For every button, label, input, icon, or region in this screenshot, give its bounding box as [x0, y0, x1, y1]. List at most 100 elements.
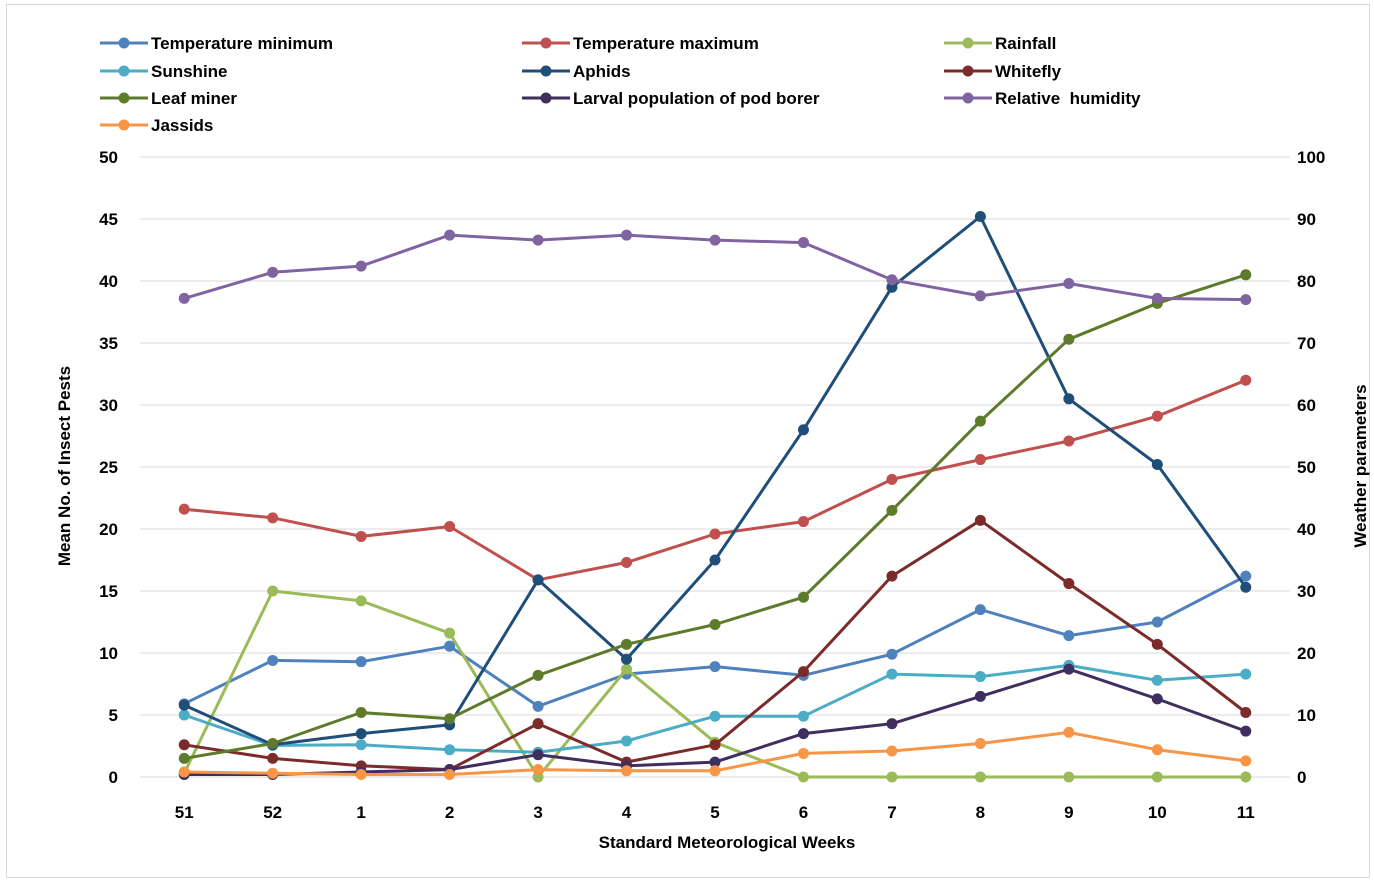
legend-label: Leaf miner [151, 89, 237, 108]
series-temperature-minimum [178, 570, 1252, 712]
data-point [974, 211, 986, 223]
data-point [886, 473, 898, 485]
legend: Temperature minimum Temperature maximum Ra… [100, 34, 1141, 135]
chart-frame [6, 4, 1370, 878]
data-point [709, 618, 721, 630]
data-point [444, 627, 456, 639]
y-tick-label: 10 [99, 644, 118, 663]
legend-item: Jassids [100, 116, 213, 135]
data-point [974, 454, 986, 466]
data-point [709, 528, 721, 540]
data-point [1240, 755, 1252, 767]
x-tick-label: 10 [1148, 803, 1167, 822]
legend-label: Aphids [573, 62, 631, 81]
data-point [1151, 410, 1163, 422]
y-tick-label: 45 [99, 210, 118, 229]
data-point [797, 728, 809, 740]
data-point [1151, 693, 1163, 705]
legend-swatch-marker [962, 92, 974, 104]
legend-swatch-marker [540, 65, 552, 77]
legend-label: Temperature maximum [573, 34, 759, 53]
y-tick-label: 20 [99, 520, 118, 539]
y-axis-title: Mean No. of Insect Pests [55, 366, 74, 566]
data-point [532, 700, 544, 712]
right-axis-ticks: 0 10 20 30 40 50 60 70 80 90 100 [1297, 148, 1325, 787]
data-point [532, 574, 544, 586]
x-tick-label: 9 [1064, 803, 1073, 822]
data-point [1240, 771, 1252, 783]
data-point [178, 739, 190, 751]
legend-label: Temperature minimum [151, 34, 333, 53]
data-point [355, 656, 367, 668]
data-point [355, 728, 367, 740]
y2-tick-label: 0 [1297, 768, 1306, 787]
series-rainfall [178, 585, 1252, 783]
data-point [709, 661, 721, 673]
data-point [267, 266, 279, 278]
legend-swatch-marker [118, 65, 130, 77]
data-point [1063, 726, 1075, 738]
x-tick-label: 8 [976, 803, 985, 822]
data-point [1240, 668, 1252, 680]
legend-label: Rainfall [995, 34, 1056, 53]
series-leaf-miner [178, 269, 1252, 764]
legend-label: Whitefly [995, 62, 1062, 81]
data-point [267, 654, 279, 666]
y-tick-label: 50 [99, 148, 118, 167]
data-point [974, 771, 986, 783]
data-point [797, 237, 809, 249]
data-point [621, 653, 633, 665]
x-tick-label: 4 [622, 803, 632, 822]
legend-label: Sunshine [151, 62, 228, 81]
data-point [797, 516, 809, 528]
data-point [797, 710, 809, 722]
data-point [444, 713, 456, 725]
data-point [532, 764, 544, 776]
data-point [1151, 616, 1163, 628]
y2-tick-label: 40 [1297, 520, 1316, 539]
data-point [1151, 459, 1163, 471]
data-point [1151, 744, 1163, 756]
data-point [1063, 333, 1075, 345]
legend-item: Whitefly [944, 62, 1062, 81]
data-point [1063, 771, 1075, 783]
legend-item: Rainfall [944, 34, 1056, 53]
data-point [355, 530, 367, 542]
x-tick-label: 11 [1237, 803, 1255, 822]
data-point [1151, 771, 1163, 783]
data-point [886, 648, 898, 660]
legend-swatch-marker [540, 37, 552, 49]
y-tick-label: 35 [99, 334, 118, 353]
data-point [621, 638, 633, 650]
data-point [178, 503, 190, 515]
data-point [709, 739, 721, 751]
data-point [886, 718, 898, 730]
data-point [1063, 578, 1075, 590]
data-point [1240, 707, 1252, 719]
data-point [178, 292, 190, 304]
y2-tick-label: 90 [1297, 210, 1316, 229]
data-point [886, 504, 898, 516]
x-tick-label: 51 [175, 803, 194, 822]
data-point [267, 752, 279, 764]
series-lines [178, 211, 1252, 783]
data-point [797, 591, 809, 603]
data-point [1063, 393, 1075, 405]
data-point [974, 604, 986, 616]
data-point [355, 769, 367, 781]
y-tick-label: 0 [109, 768, 118, 787]
legend-label: Relative humidity [995, 89, 1141, 108]
data-point [267, 585, 279, 597]
data-point [709, 710, 721, 722]
data-point [797, 666, 809, 678]
data-point [1240, 570, 1252, 582]
legend-item: Relative humidity [944, 89, 1141, 108]
data-point [974, 290, 986, 302]
data-point [621, 765, 633, 777]
y2-tick-label: 10 [1297, 706, 1316, 725]
data-point [709, 765, 721, 777]
data-point [797, 771, 809, 783]
data-point [886, 668, 898, 680]
data-point [1240, 581, 1252, 593]
x-tick-label: 7 [887, 803, 896, 822]
